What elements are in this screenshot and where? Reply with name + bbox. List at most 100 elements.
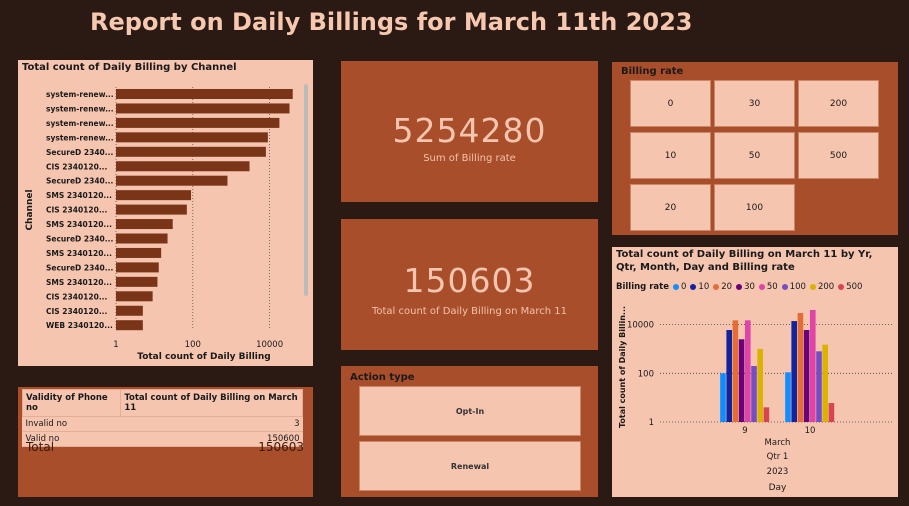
channel-bar [116,233,168,244]
channel-category-label: SecureD 2340... [46,177,113,186]
x-category-label: 10 [805,426,816,436]
legend-dot [690,284,697,290]
legend-item[interactable]: 10 [690,282,709,292]
channel-bar [116,117,280,128]
action-type-renewal-button[interactable]: Renewal [359,441,581,491]
column-bar [720,373,726,422]
channel-category-label: system-renew... [46,104,114,113]
channel-category-label: CIS 2340120... [46,292,108,301]
table-row[interactable]: Invalid no 3 [22,416,303,432]
channel-chart-title: Total count of Daily Billing by Channel [22,62,237,73]
validity-table-panel: Validity of Phone no Total count of Dail… [18,387,313,497]
action-type-slicer: Action type Opt-In Renewal [341,366,598,497]
channel-bar [116,190,192,201]
legend-item[interactable]: 50 [758,282,778,292]
billing-rate-tile-50[interactable]: 50 [714,132,795,179]
billing-rate-sum-card: 5254280 Sum of Billing rate [341,61,598,202]
billing-rate-tile-500[interactable]: 500 [798,132,879,179]
legend-item[interactable]: 30 [736,282,755,292]
legend-label: 500 [846,282,863,292]
channel-bar [116,305,143,316]
legend-dot [781,284,788,290]
daily-billing-count-label: Total count of Daily Billing on March 11 [371,306,568,317]
legend-item[interactable]: 0 [672,282,686,292]
billing-rate-tile-20[interactable]: 20 [630,184,711,231]
billing-rate-tile-200[interactable]: 200 [798,80,879,127]
table-cell-value: 3 [120,416,303,432]
legend-dot [809,284,816,290]
channel-bar [116,262,159,273]
x-tick-label: 1 [113,340,118,350]
x-hierarchy-label: March [765,438,791,448]
billing-rate-tile-10[interactable]: 10 [630,132,711,179]
channel-bar-chart[interactable]: 1 100 10000 system-renew... system-renew... s… [18,60,313,366]
y-tick-label: 1 [649,418,654,428]
table-header-count[interactable]: Total count of Daily Billing on March 11 [120,389,303,417]
column-bar [785,372,791,422]
billing-rate-tile-100[interactable]: 100 [714,184,795,231]
column-chart-svg: 1 100 10000 9 10 March Qtr 1 2023 Day Total count… [618,306,894,493]
channel-category-label: CIS 2340120... [46,206,108,215]
table-cell-label: Invalid no [22,416,121,432]
daily-billing-count-value: 150603 [403,261,536,300]
column-bar [726,330,732,422]
billing-rate-tile-0[interactable]: 0 [630,80,711,127]
column-bar [810,309,816,422]
table-header-validity[interactable]: Validity of Phone no [21,389,122,417]
billing-rate-tile-30[interactable]: 30 [714,80,795,127]
channel-bar [116,320,143,331]
x-tick-label: 10000 [256,340,283,350]
legend-item[interactable]: 500 [838,282,862,292]
channel-bar [116,161,250,172]
channel-category-label: SecureD 2340... [46,263,113,272]
legend-item[interactable]: 100 [781,282,806,292]
x-tick-label: 100 [185,340,201,350]
channel-category-label: SMS 2340120... [46,249,112,258]
legend-dot [713,284,720,290]
channel-bar [116,132,268,143]
column-bar [738,339,745,422]
x-category-label: 9 [742,426,747,436]
channel-category-label: system-renew... [46,119,114,128]
table-cell-value: 150600 [120,431,303,447]
action-type-opt-in-button[interactable]: Opt-In [359,386,581,436]
table-row[interactable]: Valid no 150600 [22,431,303,447]
x-hierarchy-label: Qtr 1 [767,452,789,462]
channel-bar [116,247,162,258]
column-bar [732,320,739,422]
column-bar [803,330,810,422]
action-type-title: Action type [350,372,415,383]
daily-billing-column-chart[interactable]: 1 100 10000 9 10 March Qtr 1 2023 Day Total count… [612,247,898,497]
billing-rate-sum-label: Sum of Billing rate [423,153,516,164]
column-bar [828,403,835,422]
y-axis-title: Channel [25,189,35,230]
channel-bar [116,276,158,287]
legend-item[interactable]: 200 [809,282,835,292]
legend-label: 30 [744,282,755,292]
column-bar [822,344,828,422]
channel-category-label: SMS 2340120... [46,278,112,287]
column-bar [816,351,822,422]
x-axis-title: Total count of Daily Billing [137,352,270,362]
chart-scrollbar [304,84,308,296]
billing-rate-slicer-title: Billing rate [621,66,684,77]
daily-billing-count-card: 150603 Total count of Daily Billing on M… [341,219,598,350]
y-tick-label: 100 [638,369,654,379]
column-chart-title: Total count of Daily Billing on March 11… [616,249,873,273]
billing-rate-sum-value: 5254280 [392,111,547,150]
channel-bar [116,291,153,302]
legend-label: 200 [817,282,835,292]
channel-category-label: SMS 2340120... [46,191,112,200]
channel-category-label: SecureD 2340... [46,148,113,157]
legend-item[interactable]: 20 [713,282,732,292]
column-bar [751,365,757,422]
channel-bar [116,175,228,186]
legend-title: Billing rate [616,282,669,292]
column-bar [757,348,763,422]
channel-bar [116,146,266,157]
legend-label: 10 [698,282,710,292]
channel-category-label: SMS 2340120... [46,220,112,229]
report-title: Report on Daily Billings for March 11th … [90,8,693,36]
y-axis-title: Total count of Daily Billin... [618,306,627,428]
column-bar [745,320,751,422]
